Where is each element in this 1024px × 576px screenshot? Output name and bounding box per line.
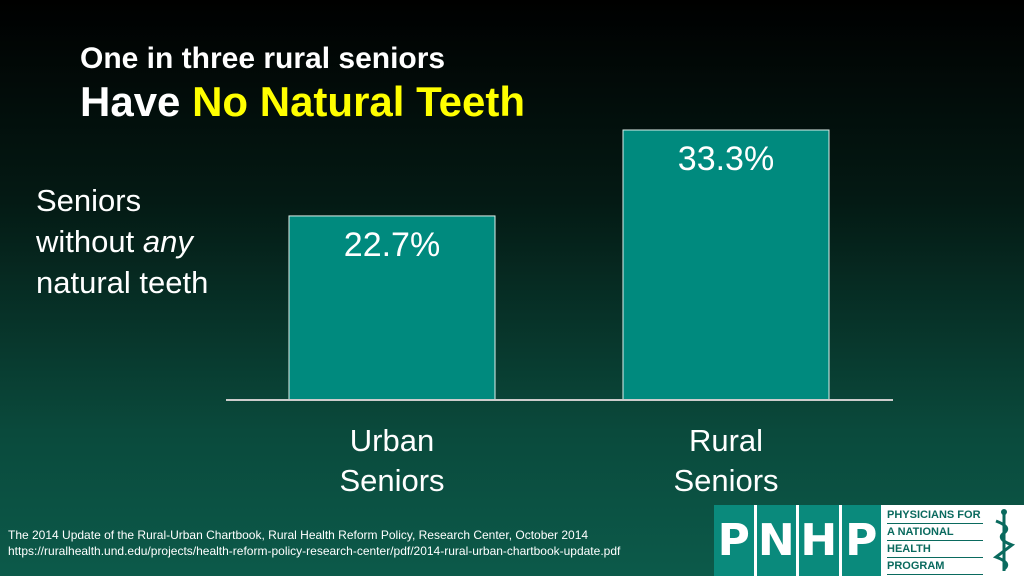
logo-word-4: PROGRAM xyxy=(887,558,983,575)
logo-word-2: A NATIONAL xyxy=(887,524,983,541)
pnhp-logo: P N H P PHYSICIANS FOR A NATIONAL HEALTH… xyxy=(714,505,1024,576)
chart-title-line2: Have No Natural Teeth xyxy=(80,78,525,126)
logo-letter-h: H xyxy=(799,505,839,576)
y-label-line3: natural teeth xyxy=(36,265,209,300)
logo-letter-p1: P xyxy=(714,505,754,576)
category-label-0-line1: Seniors xyxy=(339,463,444,498)
caduceus-icon xyxy=(986,507,1022,574)
logo-word-1: PHYSICIANS FOR xyxy=(887,507,983,524)
source-line1: The 2014 Update of the Rural-Urban Chart… xyxy=(8,528,589,542)
data-label-0: 22.7% xyxy=(344,226,440,264)
source-line2: https://ruralhealth.und.edu/projects/hea… xyxy=(8,544,621,558)
title-accent: No Natural Teeth xyxy=(192,78,526,125)
bar-1 xyxy=(622,129,830,401)
category-label-0-line0: Urban xyxy=(350,423,434,458)
y-axis-label: Seniors without any natural teeth xyxy=(36,180,208,303)
data-label-1: 33.3% xyxy=(678,140,774,178)
category-label-1-line0: Rural xyxy=(689,423,763,458)
logo-word-3: HEALTH xyxy=(887,541,983,558)
y-label-line2: without any xyxy=(36,221,208,262)
y-label-prefix: without xyxy=(36,224,143,259)
bar-0 xyxy=(288,215,496,401)
logo-words: PHYSICIANS FOR A NATIONAL HEALTH PROGRAM xyxy=(887,507,983,575)
y-label-line1: Seniors xyxy=(36,183,142,218)
category-label-1-line1: Seniors xyxy=(673,463,778,498)
logo-letter-n: N xyxy=(756,505,796,576)
title-prefix: Have xyxy=(80,78,193,125)
logo-letter-p2: P xyxy=(841,505,881,576)
logo-letters: P N H P xyxy=(714,505,884,576)
chart-title-line1: One in three rural seniors xyxy=(80,42,446,75)
y-label-emphasis: any xyxy=(142,224,193,259)
source-citation: The 2014 Update of the Rural-Urban Chart… xyxy=(8,527,620,559)
